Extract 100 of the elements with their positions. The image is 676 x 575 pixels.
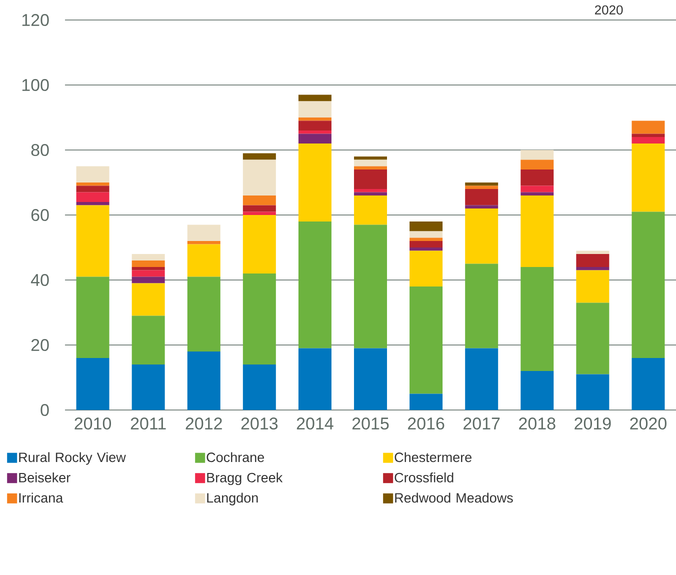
legend-label: Rural Rocky View — [19, 452, 126, 465]
bar — [242, 214, 276, 274]
x-tick-label: 2020 — [630, 418, 666, 430]
bar — [410, 247, 443, 251]
bar — [354, 224, 388, 348]
bar — [465, 205, 498, 208]
legend-label: Bragg Creek — [207, 472, 283, 486]
bar — [242, 153, 276, 160]
bar — [632, 212, 665, 358]
bar — [632, 143, 665, 212]
bar — [76, 182, 110, 186]
legend-label: Crossfield — [394, 472, 454, 482]
bar — [132, 270, 165, 277]
bar — [576, 270, 610, 303]
bar — [242, 212, 276, 215]
bar — [465, 188, 498, 206]
bar — [76, 358, 110, 410]
bar — [187, 224, 220, 241]
bar — [132, 254, 165, 260]
bar — [298, 120, 332, 130]
bar — [298, 221, 332, 348]
text: 2020 — [594, 5, 623, 15]
bar — [410, 394, 443, 410]
bar — [410, 240, 443, 248]
x-tick-label: 2019 — [574, 418, 611, 430]
y-tick-label: 60 — [31, 208, 49, 222]
bar — [354, 192, 388, 196]
y-tick-label: 120 — [22, 14, 49, 26]
bar — [520, 169, 554, 186]
x-tick-label: 2011 — [130, 418, 166, 430]
bar — [520, 186, 554, 192]
bar — [298, 130, 332, 134]
bar — [298, 348, 332, 410]
bar — [520, 195, 554, 267]
x-tick-label: 2014 — [296, 418, 334, 430]
bar — [576, 374, 610, 410]
bar — [520, 266, 554, 371]
bar — [576, 302, 610, 374]
bar — [242, 160, 276, 196]
bar — [520, 371, 554, 410]
bar — [132, 316, 165, 364]
x-tick-label: 2016 — [408, 418, 444, 430]
bar — [187, 240, 220, 244]
bar — [132, 266, 165, 270]
bar — [632, 358, 665, 410]
legend-label: Beiseker — [19, 472, 70, 482]
bar — [298, 101, 332, 118]
bar — [576, 254, 610, 267]
bar — [242, 364, 276, 410]
x-tick-label: 2012 — [186, 418, 222, 430]
bar — [132, 260, 165, 267]
bar — [632, 120, 665, 134]
bar — [632, 134, 665, 137]
bar — [354, 188, 388, 192]
bar — [242, 205, 276, 212]
bar — [242, 195, 276, 206]
bar — [354, 348, 388, 410]
x-tick-label: 2013 — [241, 418, 278, 430]
legend-label: Irricana — [19, 492, 64, 503]
bar — [187, 352, 220, 410]
bar — [632, 136, 665, 144]
bar — [298, 143, 332, 222]
y-tick-label: 40 — [30, 274, 49, 286]
bar — [465, 208, 498, 264]
bar — [576, 250, 610, 254]
bar — [465, 264, 498, 348]
bar — [298, 117, 332, 121]
legend-label: Langdon — [207, 492, 258, 506]
bar — [187, 244, 220, 277]
bar — [132, 276, 165, 284]
legend-label: Redwood Meadows — [395, 492, 513, 503]
bar — [354, 160, 388, 166]
bar — [76, 192, 110, 202]
y-tick-label: 20 — [31, 338, 49, 352]
bar — [520, 192, 554, 196]
bar — [410, 250, 443, 286]
bar — [410, 238, 443, 241]
bar — [576, 266, 610, 270]
y-tick-label: 100 — [22, 78, 49, 92]
bar — [242, 273, 276, 364]
bar — [298, 94, 332, 102]
bar — [298, 134, 332, 144]
bar — [520, 150, 554, 160]
x-tick-label: 2017 — [464, 418, 500, 430]
bar — [354, 195, 388, 225]
bar — [76, 276, 110, 358]
x-tick-label: 2018 — [519, 418, 556, 430]
legend-label: Cochrane — [206, 452, 264, 462]
bar — [465, 186, 498, 189]
bar — [410, 221, 443, 232]
bar — [132, 364, 165, 410]
bar — [354, 156, 388, 160]
bar — [410, 286, 443, 394]
bar — [76, 205, 110, 277]
bar — [354, 166, 388, 170]
bar — [410, 231, 443, 238]
bar — [132, 283, 165, 316]
x-tick-label: 2010 — [74, 418, 112, 430]
bar — [76, 166, 110, 182]
bar — [187, 276, 220, 352]
